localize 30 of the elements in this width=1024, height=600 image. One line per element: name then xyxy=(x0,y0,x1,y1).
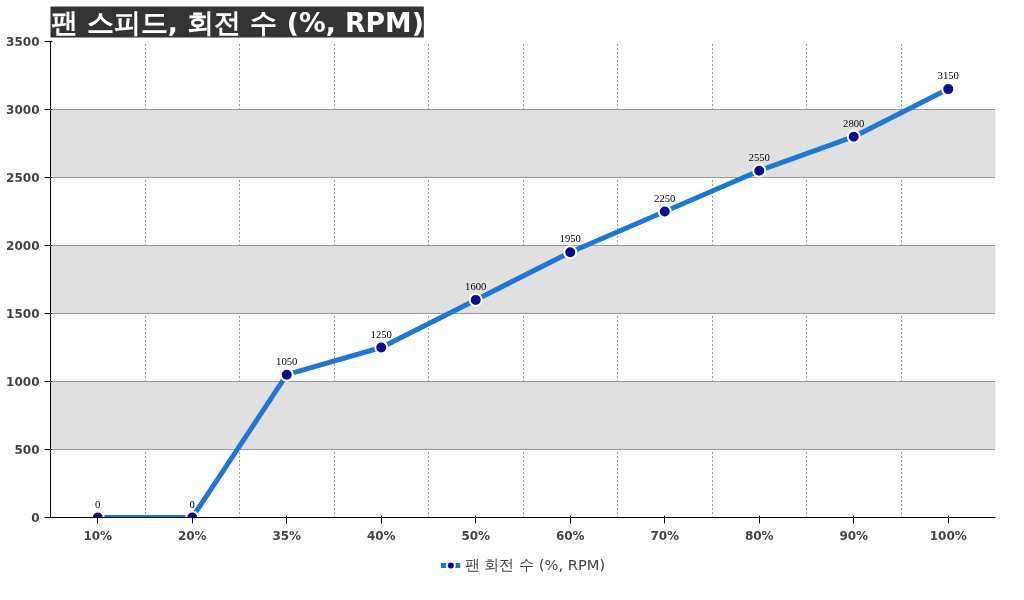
x-tick-label: 20% xyxy=(177,528,207,543)
y-tick-label: 2000 xyxy=(6,239,40,253)
data-label: 2800 xyxy=(843,117,865,129)
data-label: 3150 xyxy=(937,70,959,82)
data-label: 1050 xyxy=(276,355,298,367)
y-tick-label: 3500 xyxy=(6,35,40,49)
data-label: 2250 xyxy=(654,192,676,204)
y-tick-label: 3000 xyxy=(6,103,40,117)
x-tick-label: 90% xyxy=(839,528,869,543)
x-tick-label: 100% xyxy=(929,528,967,543)
x-tick-label: 10% xyxy=(83,528,113,543)
x-tick-label: 40% xyxy=(366,528,396,543)
data-label: 0 xyxy=(95,498,101,510)
x-tick-label: 50% xyxy=(461,528,491,543)
chart-title: 팬 스피드, 회전 수 (%, RPM) xyxy=(50,6,424,38)
data-label: 1950 xyxy=(559,233,581,245)
data-label: 1250 xyxy=(370,328,392,340)
x-tick-label: 70% xyxy=(650,528,680,543)
data-label: 2550 xyxy=(748,151,770,163)
legend-label: 팬 회전 수 (%, RPM) xyxy=(464,555,606,575)
y-tick-label: 500 xyxy=(14,443,40,457)
data-label: 0 xyxy=(189,498,195,510)
y-tick-label: 1500 xyxy=(6,307,40,321)
x-tick-label: 80% xyxy=(744,528,774,543)
data-label: 1600 xyxy=(465,280,487,292)
y-tick-label: 0 xyxy=(31,511,40,525)
x-tick-label: 60% xyxy=(555,528,585,543)
y-tick-label: 1000 xyxy=(6,375,40,389)
x-tick-label: 35% xyxy=(272,528,302,543)
y-tick-label: 2500 xyxy=(6,171,40,185)
